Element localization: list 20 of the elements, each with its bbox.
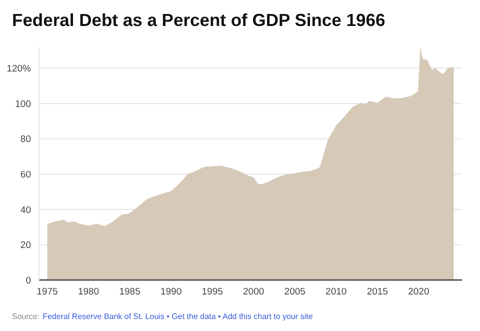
- x-tick-label: 2000: [243, 286, 264, 298]
- y-tick-label: 120%: [6, 64, 32, 75]
- y-tick-label: 0: [26, 275, 31, 286]
- y-tick-label: 100: [15, 98, 31, 110]
- y-tick-label: 20: [20, 240, 31, 252]
- x-tick-label: 2005: [284, 286, 306, 298]
- x-tick-label: 1990: [160, 286, 182, 298]
- y-tick-label: 40: [20, 204, 31, 216]
- x-tick-label: 2020: [408, 286, 430, 298]
- x-tick-label: 1985: [119, 286, 140, 298]
- text: Federal Reserve Bank of St. Louis • Get the data • Add this chart to your site: [42, 312, 313, 321]
- x-tick-label: 1975: [36, 286, 58, 298]
- x-tick-label: 2010: [326, 286, 347, 298]
- x-tick-label: 2015: [366, 286, 388, 298]
- x-tick-label: 1980: [78, 286, 100, 298]
- y-tick-label: 80: [20, 134, 31, 146]
- x-tick-label: 1995: [202, 286, 223, 298]
- chart-title: Federal Debt as a Percent of GDP Since 1966: [12, 10, 386, 31]
- source-note: Source:: [12, 312, 40, 321]
- y-tick-label: 60: [20, 169, 31, 180]
